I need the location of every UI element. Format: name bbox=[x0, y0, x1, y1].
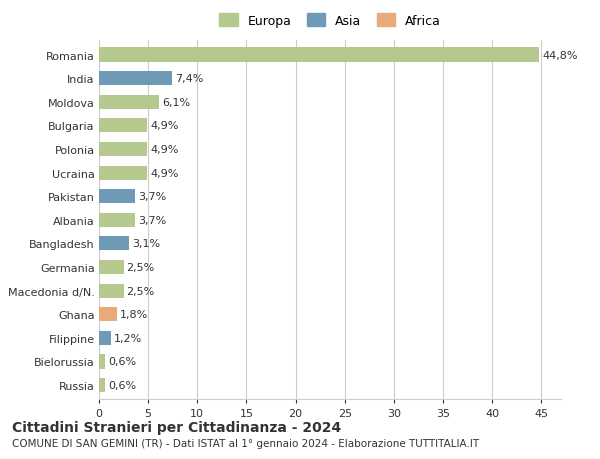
Bar bbox=[99, 284, 124, 298]
Bar bbox=[99, 378, 105, 392]
Bar bbox=[99, 331, 111, 345]
Bar bbox=[99, 166, 147, 180]
Legend: Europa, Asia, Africa: Europa, Asia, Africa bbox=[215, 11, 445, 32]
Text: 4,9%: 4,9% bbox=[150, 145, 178, 155]
Text: Cittadini Stranieri per Cittadinanza - 2024: Cittadini Stranieri per Cittadinanza - 2… bbox=[12, 420, 341, 434]
Bar bbox=[99, 308, 116, 322]
Text: 44,8%: 44,8% bbox=[542, 50, 578, 61]
Bar bbox=[99, 190, 136, 204]
Bar bbox=[99, 119, 147, 133]
Bar bbox=[99, 95, 159, 110]
Bar bbox=[99, 354, 105, 369]
Bar bbox=[99, 143, 147, 157]
Text: 3,7%: 3,7% bbox=[139, 192, 167, 202]
Text: 4,9%: 4,9% bbox=[150, 168, 178, 178]
Text: COMUNE DI SAN GEMINI (TR) - Dati ISTAT al 1° gennaio 2024 - Elaborazione TUTTITA: COMUNE DI SAN GEMINI (TR) - Dati ISTAT a… bbox=[12, 438, 479, 448]
Bar bbox=[99, 213, 136, 227]
Bar bbox=[99, 72, 172, 86]
Text: 2,5%: 2,5% bbox=[127, 263, 155, 273]
Text: 3,1%: 3,1% bbox=[133, 239, 161, 249]
Text: 4,9%: 4,9% bbox=[150, 121, 178, 131]
Text: 0,6%: 0,6% bbox=[108, 357, 136, 367]
Bar bbox=[99, 260, 124, 274]
Text: 1,2%: 1,2% bbox=[114, 333, 142, 343]
Text: 2,5%: 2,5% bbox=[127, 286, 155, 296]
Bar bbox=[99, 48, 539, 62]
Text: 0,6%: 0,6% bbox=[108, 380, 136, 390]
Text: 7,4%: 7,4% bbox=[175, 74, 203, 84]
Text: 6,1%: 6,1% bbox=[162, 98, 190, 107]
Text: 1,8%: 1,8% bbox=[119, 309, 148, 319]
Bar bbox=[99, 237, 130, 251]
Text: 3,7%: 3,7% bbox=[139, 215, 167, 225]
